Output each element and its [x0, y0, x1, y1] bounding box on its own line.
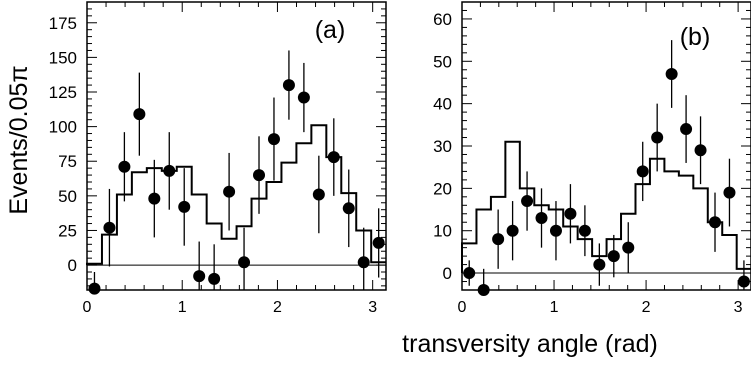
data-point: [312, 188, 325, 201]
data-point: [118, 160, 131, 173]
data-point: [297, 91, 310, 104]
y-tick-label: 175: [49, 14, 77, 33]
panel-a: 0 1 2 3 0 25 50 75 100 125 150 175 (a): [49, 1, 387, 316]
data-point: [148, 192, 161, 205]
x-tick-label: 3: [368, 299, 377, 316]
data-point: [223, 185, 236, 198]
histogram-line: [86, 124, 387, 266]
data-point: [665, 68, 678, 80]
panel-label: (b): [680, 23, 711, 51]
y-tick-label: 40: [433, 95, 452, 114]
data-point: [327, 151, 340, 164]
data-point: [564, 207, 577, 220]
panel-label: (a): [315, 16, 346, 44]
y-tick-label: 75: [58, 152, 77, 171]
data-point: [680, 123, 693, 136]
data-point: [282, 79, 295, 92]
y-tick-label: 10: [433, 222, 452, 241]
data-point: [622, 241, 635, 254]
data-point: [267, 133, 280, 146]
data-point: [342, 202, 355, 215]
x-tick-label: 2: [642, 299, 651, 316]
data-point: [709, 216, 722, 229]
data-point: [238, 256, 251, 269]
y-tick-label: 0: [68, 256, 77, 275]
y-tick-label: 125: [49, 83, 77, 102]
y-tick-label: 25: [58, 221, 77, 240]
y-tick-label: 20: [433, 179, 452, 198]
data-point: [178, 200, 191, 213]
x-tick-label: 0: [458, 299, 467, 316]
data-point: [535, 212, 548, 224]
data-point: [253, 169, 266, 182]
data-point: [133, 108, 146, 121]
data-point: [477, 284, 490, 296]
data-point: [193, 270, 206, 283]
histogram-line: [461, 140, 751, 274]
data-point: [549, 224, 562, 237]
data-point: [521, 195, 534, 208]
data-point: [492, 233, 505, 246]
data-point: [103, 221, 116, 234]
data-point: [163, 164, 176, 177]
data-point: [737, 275, 750, 288]
data-point: [208, 272, 221, 285]
data-point: [506, 224, 519, 237]
x-tick-label: 1: [550, 299, 559, 316]
x-tick-label: 1: [178, 299, 187, 316]
y-axis-label: Events/0.05π: [5, 65, 33, 214]
data-point: [578, 224, 591, 237]
data-point: [694, 144, 707, 157]
data-point: [636, 165, 649, 178]
data-point: [607, 250, 620, 263]
plot-frame: [86, 1, 387, 291]
data-point: [593, 258, 606, 271]
data-point: [88, 282, 101, 295]
x-tick-label: 0: [83, 299, 92, 316]
y-tick-label: 30: [433, 137, 452, 156]
y-tick-label: 50: [58, 187, 77, 206]
data-point: [463, 267, 476, 280]
y-tick-label: 150: [49, 48, 77, 67]
y-tick-label: 50: [433, 52, 452, 71]
data-point: [723, 186, 736, 199]
data-point: [357, 256, 370, 269]
y-tick-label: 0: [443, 264, 452, 283]
x-axis-label: transversity angle (rad): [402, 330, 658, 358]
y-tick-label: 60: [433, 10, 452, 29]
data-point: [651, 131, 664, 144]
x-tick-label: 2: [273, 299, 282, 316]
x-tick-label: 3: [734, 299, 743, 316]
data-point: [372, 236, 385, 249]
y-tick-label: 100: [49, 118, 77, 137]
